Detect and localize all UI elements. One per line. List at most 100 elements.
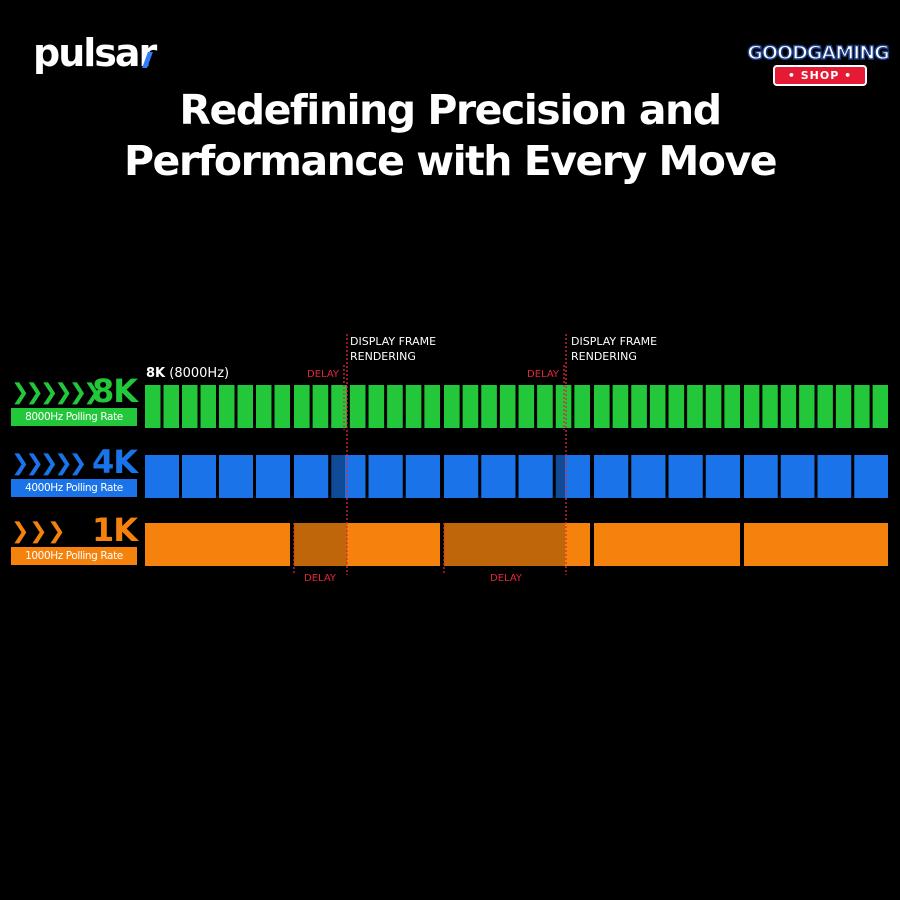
block-8k — [481, 385, 497, 428]
block-4k — [182, 455, 216, 498]
block-4k — [594, 455, 629, 498]
block-8k — [744, 385, 760, 428]
block-8k — [780, 385, 797, 428]
block-4k — [744, 455, 778, 498]
block-8k — [256, 385, 272, 428]
block-8k — [687, 385, 703, 428]
row-4k-blocks — [145, 455, 888, 498]
block-8k — [349, 385, 366, 428]
block-4k — [219, 455, 253, 498]
block-1k — [145, 523, 290, 566]
block-4k — [444, 455, 479, 498]
block-1k — [594, 523, 740, 566]
block-8k — [872, 385, 888, 428]
block-8k — [462, 385, 479, 428]
block-8k — [405, 385, 422, 428]
block-8k — [444, 385, 460, 428]
delay-overlays — [294, 455, 565, 566]
frame-label-1-line2: RENDERING — [350, 350, 416, 363]
frame-label-2-line2: RENDERING — [571, 350, 637, 363]
block-4k — [854, 455, 888, 498]
delay-label-top-2: DELAY — [527, 369, 560, 380]
block-8k — [237, 385, 253, 428]
block-8k — [799, 385, 815, 428]
rate-pill-1k: 1000Hz Polling Rate — [11, 547, 137, 565]
block-8k — [368, 385, 385, 428]
block-8k — [631, 385, 647, 428]
block-8k — [518, 385, 535, 428]
frame-label-1-line1: DISPLAY FRAME — [350, 335, 436, 348]
delay-label-top-1: DELAY — [307, 369, 340, 380]
block-1k — [744, 523, 888, 566]
block-8k — [424, 385, 440, 428]
frame-label-2-line1: DISPLAY FRAME — [571, 335, 657, 348]
chevrons-icon: ❯❯❯❯❯ — [11, 451, 87, 476]
block-8k — [537, 385, 553, 428]
block-4k — [780, 455, 815, 498]
shop-badge-sub: • SHOP • — [773, 65, 867, 86]
shop-badge-name: GOODGAMING — [747, 41, 891, 65]
block-8k — [145, 385, 161, 428]
block-8k — [705, 385, 722, 428]
block-1k — [294, 523, 440, 566]
block-4k — [705, 455, 740, 498]
block-4k — [294, 455, 329, 498]
block-8k — [200, 385, 216, 428]
rate-pill-8k: 8000Hz Polling Rate — [11, 408, 137, 426]
delay-shade-4k-2 — [553, 455, 565, 498]
block-8k — [724, 385, 740, 428]
delay-shade-1k-2 — [444, 523, 565, 566]
block-8k — [387, 385, 403, 428]
delay-shade-4k-1 — [331, 455, 345, 498]
block-8k — [312, 385, 329, 428]
caption-8k-bold: 8K — [146, 366, 166, 381]
rate-big-8k: 8K — [91, 372, 138, 410]
rate-big-4k: 4K — [91, 443, 138, 481]
block-8k — [182, 385, 198, 428]
block-4k — [368, 455, 403, 498]
block-8k — [219, 385, 235, 428]
block-8k — [294, 385, 310, 428]
caption-8k-rest: (8000Hz) — [165, 366, 230, 381]
block-4k — [331, 455, 366, 498]
marker-lines — [293, 334, 567, 575]
delay-shade-1k-1 — [294, 523, 347, 566]
block-8k — [668, 385, 685, 428]
block-4k — [145, 455, 179, 498]
block-8k — [274, 385, 290, 428]
goodgaming-shop-badge: GOODGAMING • SHOP • — [745, 40, 891, 86]
block-8k — [612, 385, 629, 428]
headline-line-1: Redefining Precision and — [179, 86, 722, 134]
block-8k — [499, 385, 516, 428]
block-4k — [481, 455, 516, 498]
delay-label-bottom-1: DELAY — [304, 573, 337, 584]
caption-8k: 8K (8000Hz) — [146, 366, 229, 381]
block-8k — [817, 385, 833, 428]
row-8k-blocks — [145, 385, 888, 428]
rate-label-4k: ❯❯❯❯❯ 4K 4000Hz Polling Rate — [11, 445, 138, 501]
block-4k — [405, 455, 440, 498]
block-8k — [854, 385, 870, 428]
rate-label-1k: ❯ ❯ ❯ 1K 1000Hz Polling Rate — [11, 513, 138, 569]
rate-label-8k: ❯❯❯❯❯❯ 8K 8000Hz Polling Rate — [11, 374, 138, 430]
block-4k — [555, 455, 590, 498]
block-8k — [649, 385, 666, 428]
pulsar-logo-text: pulsar — [33, 31, 157, 75]
chevrons-icon: ❯❯❯❯❯❯ — [11, 380, 102, 405]
block-4k — [817, 455, 852, 498]
rate-pill-4k: 4000Hz Polling Rate — [11, 479, 137, 497]
block-4k — [518, 455, 553, 498]
delay-label-bottom-2: DELAY — [490, 573, 523, 584]
block-4k — [256, 455, 290, 498]
block-4k — [631, 455, 666, 498]
block-8k — [762, 385, 778, 428]
block-8k — [835, 385, 852, 428]
rate-big-1k: 1K — [91, 511, 138, 549]
chevrons-icon: ❯ ❯ ❯ — [11, 519, 66, 544]
headline-line-2: Performance with Every Move — [123, 137, 778, 185]
block-8k — [594, 385, 610, 428]
block-8k — [574, 385, 590, 428]
pulsar-logo: pulsar — [33, 31, 157, 75]
